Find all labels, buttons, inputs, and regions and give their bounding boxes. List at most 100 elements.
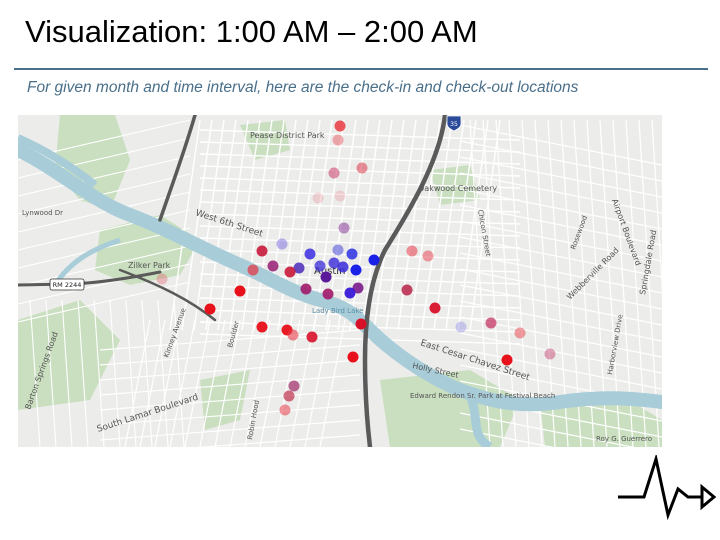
street xyxy=(445,119,477,331)
street xyxy=(18,173,191,215)
location-point[interactable] xyxy=(156,273,168,285)
location-point[interactable] xyxy=(328,257,340,269)
street xyxy=(99,374,361,396)
location-point[interactable] xyxy=(320,271,332,283)
street xyxy=(29,299,41,447)
street xyxy=(638,119,660,447)
location-point[interactable] xyxy=(279,404,291,416)
title-divider xyxy=(14,68,708,70)
location-point[interactable] xyxy=(344,287,356,299)
street xyxy=(361,119,393,331)
location-point[interactable] xyxy=(276,238,288,250)
street xyxy=(459,252,662,294)
barton-creek xyxy=(52,237,121,287)
street xyxy=(45,299,57,447)
location-point[interactable] xyxy=(401,284,413,296)
street xyxy=(459,188,662,230)
street xyxy=(199,201,521,213)
location-point[interactable] xyxy=(356,162,368,174)
street xyxy=(459,268,662,310)
street xyxy=(199,189,521,201)
location-point[interactable] xyxy=(514,327,526,339)
location-point[interactable] xyxy=(314,260,326,272)
street xyxy=(99,419,361,441)
street xyxy=(184,319,211,447)
street xyxy=(651,119,662,294)
location-point[interactable] xyxy=(355,318,367,330)
street xyxy=(459,300,662,342)
austin-map[interactable]: Pease District Park Oakwood Cemetery Wes… xyxy=(18,115,662,447)
location-point[interactable] xyxy=(267,260,279,272)
location-point[interactable] xyxy=(312,192,324,204)
location-point[interactable] xyxy=(306,331,318,343)
location-point[interactable] xyxy=(347,351,359,363)
location-point[interactable] xyxy=(247,264,259,276)
street xyxy=(199,333,521,345)
interstate-35 xyxy=(362,115,448,447)
street xyxy=(534,119,556,447)
location-point[interactable] xyxy=(338,222,350,234)
location-point[interactable] xyxy=(256,321,268,333)
location-point[interactable] xyxy=(322,288,334,300)
location-point[interactable] xyxy=(346,248,358,260)
location-point[interactable] xyxy=(288,380,300,392)
location-point[interactable] xyxy=(352,282,364,294)
location-point[interactable] xyxy=(429,302,441,314)
location-point[interactable] xyxy=(544,348,556,360)
lady-bird-lake-label: Lady Bird Lake xyxy=(312,307,363,315)
location-point[interactable] xyxy=(337,261,349,273)
street xyxy=(459,236,662,278)
location-point[interactable] xyxy=(332,244,344,256)
location-point[interactable] xyxy=(293,262,305,274)
street xyxy=(61,299,73,447)
street xyxy=(199,153,521,165)
mopac-expressway xyxy=(158,115,197,222)
edward-rendon-label: Edward Rendon Sr. Park at Festival Beach xyxy=(410,392,555,400)
street xyxy=(459,140,662,182)
location-point[interactable] xyxy=(256,245,268,257)
location-point[interactable] xyxy=(368,254,380,266)
location-point[interactable] xyxy=(287,329,299,341)
location-point[interactable] xyxy=(332,134,344,146)
slide-title: Visualization: 1:00 AM – 2:00 AM xyxy=(25,14,478,49)
location-point[interactable] xyxy=(350,264,362,276)
location-point[interactable] xyxy=(422,250,434,262)
street xyxy=(459,284,662,326)
barton-park-area xyxy=(18,300,120,410)
street xyxy=(199,249,521,261)
street xyxy=(169,319,196,447)
street xyxy=(18,191,191,233)
street xyxy=(93,299,105,447)
street xyxy=(141,299,153,447)
location-point[interactable] xyxy=(284,266,296,278)
location-point[interactable] xyxy=(204,303,216,315)
location-point[interactable] xyxy=(234,285,246,297)
street xyxy=(125,299,137,447)
street xyxy=(459,428,554,447)
location-point[interactable] xyxy=(501,354,513,366)
location-point[interactable] xyxy=(455,321,467,333)
street xyxy=(459,204,662,246)
location-point[interactable] xyxy=(334,190,346,202)
location-point[interactable] xyxy=(334,120,346,132)
location-point[interactable] xyxy=(406,245,418,257)
location-point[interactable] xyxy=(485,317,497,329)
street xyxy=(154,319,181,447)
street xyxy=(459,332,662,374)
roy-guerrero-label: Roy G. Guerrero xyxy=(596,435,652,443)
map-canvas[interactable]: Pease District Park Oakwood Cemetery Wes… xyxy=(18,115,662,447)
street xyxy=(99,344,361,366)
river-upper xyxy=(18,134,98,189)
location-point[interactable] xyxy=(283,390,295,402)
street xyxy=(459,220,662,262)
river-lower xyxy=(465,393,493,447)
street xyxy=(482,119,504,447)
lady-bird-lake xyxy=(18,143,662,412)
rm-2244-text: RM 2244 xyxy=(53,281,82,289)
location-point[interactable] xyxy=(300,283,312,295)
street xyxy=(18,155,191,197)
location-point[interactable] xyxy=(304,248,316,260)
location-point[interactable] xyxy=(328,167,340,179)
street xyxy=(459,348,662,390)
street xyxy=(99,389,361,411)
